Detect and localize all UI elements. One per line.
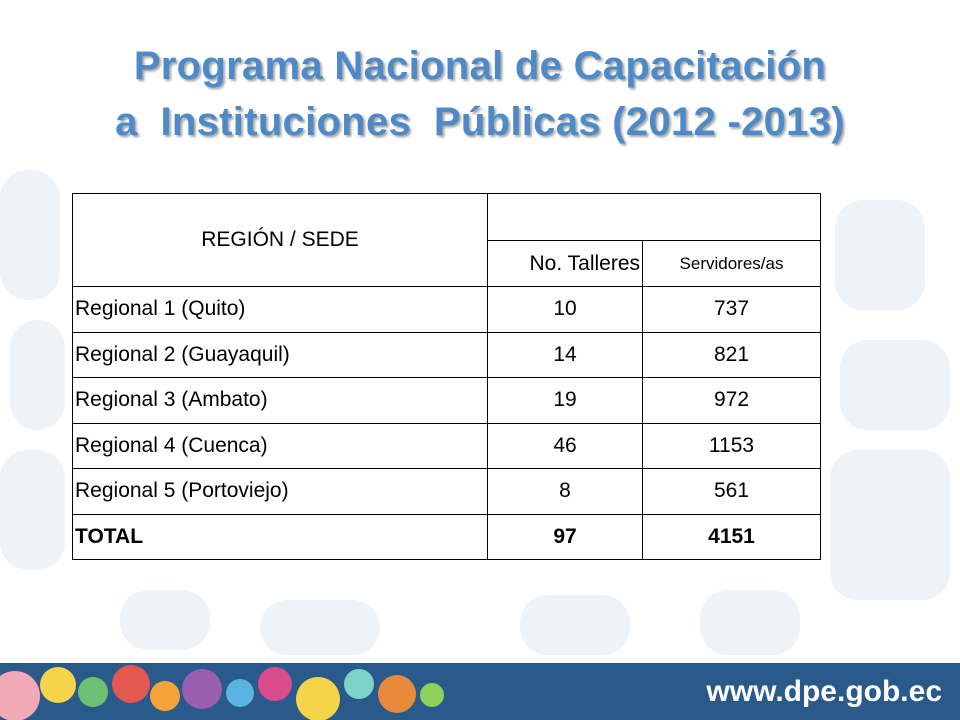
title-line-2: a Instituciones Públicas (2012 -2013) xyxy=(115,100,845,144)
background-bubble xyxy=(0,450,65,570)
table-row: Regional 4 (Cuenca) 46 1153 xyxy=(72,422,821,469)
background-bubble xyxy=(120,590,210,650)
row-region: Regional 4 (Cuenca) xyxy=(72,422,488,469)
footer-bar: www.dpe.gob.ec xyxy=(0,663,960,720)
background-bubble xyxy=(10,320,65,430)
row-servidores: 821 xyxy=(642,331,821,378)
background-bubble xyxy=(835,200,925,310)
background-bubble xyxy=(840,340,950,430)
decorative-circle-icon xyxy=(420,683,444,707)
row-talleres: 10 xyxy=(487,286,643,333)
background-bubble xyxy=(700,590,800,655)
decorative-circle-icon xyxy=(112,665,150,703)
table-row: Regional 5 (Portoviejo) 8 561 xyxy=(72,468,821,515)
row-servidores: 737 xyxy=(642,286,821,333)
page-title: Programa Nacional de Capacitación a Inst… xyxy=(0,38,960,150)
table-total-row: TOTAL 97 4151 xyxy=(72,513,821,560)
row-region: Regional 5 (Portoviejo) xyxy=(72,468,488,515)
table-row: Regional 1 (Quito) 10 737 xyxy=(72,286,821,333)
background-bubble xyxy=(0,170,60,300)
row-talleres: 46 xyxy=(487,422,643,469)
decorative-circle-icon xyxy=(296,677,340,720)
row-servidores: 561 xyxy=(642,468,821,515)
row-servidores: 1153 xyxy=(642,422,821,469)
row-talleres: 19 xyxy=(487,377,643,424)
row-talleres: 14 xyxy=(487,331,643,378)
decorative-circle-icon xyxy=(150,681,180,711)
decorative-circle-icon xyxy=(0,671,40,720)
decorative-circle-icon xyxy=(182,669,222,709)
decorative-circle-icon xyxy=(78,677,108,707)
row-region: Regional 1 (Quito) xyxy=(72,286,488,333)
decorative-circle-icon xyxy=(344,669,374,699)
title-line-1: Programa Nacional de Capacitación xyxy=(133,44,827,88)
background-bubble xyxy=(260,600,380,655)
header-blank xyxy=(487,193,821,241)
header-talleres: No. Talleres xyxy=(487,240,643,287)
row-servidores: 972 xyxy=(642,377,821,424)
row-region: Regional 3 (Ambato) xyxy=(72,377,488,424)
website-url: www.dpe.gob.ec xyxy=(706,675,942,708)
table-row: Regional 2 (Guayaquil) 14 821 xyxy=(72,331,821,378)
decorative-circle-icon xyxy=(40,667,76,703)
total-label: TOTAL xyxy=(72,513,488,560)
total-servidores: 4151 xyxy=(642,513,821,560)
training-table: REGIÓN / SEDE No. Talleres Servidores/as… xyxy=(72,193,821,560)
table-row: Regional 3 (Ambato) 19 972 xyxy=(72,377,821,424)
table-header-row: REGIÓN / SEDE xyxy=(72,193,821,287)
row-region: Regional 2 (Guayaquil) xyxy=(72,331,488,378)
header-region: REGIÓN / SEDE xyxy=(72,193,488,287)
background-bubble xyxy=(520,595,630,655)
decorative-circle-icon xyxy=(226,679,254,707)
total-talleres: 97 xyxy=(487,513,643,560)
decorative-circle-icon xyxy=(258,667,292,701)
row-talleres: 8 xyxy=(487,468,643,515)
table-subheader-row: No. Talleres Servidores/as xyxy=(73,240,821,287)
header-servidores: Servidores/as xyxy=(642,240,821,287)
decorative-circle-icon xyxy=(378,675,416,713)
background-bubble xyxy=(830,450,950,600)
